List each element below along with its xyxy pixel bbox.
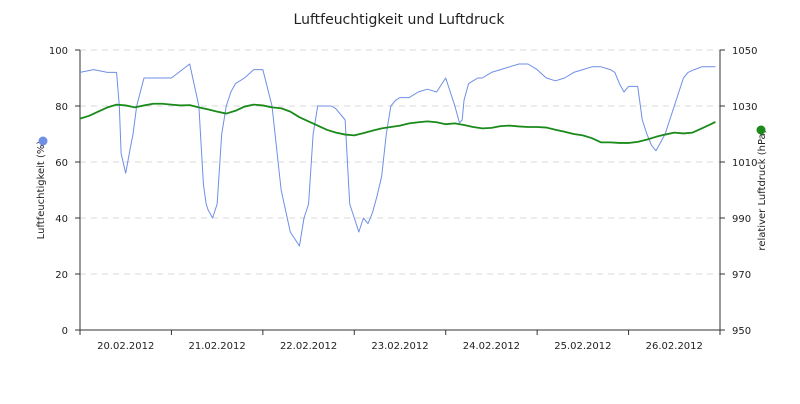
x-tick-label: 25.02.2012 xyxy=(554,341,611,352)
right-series-legend-marker xyxy=(756,125,766,135)
y-left-tick-label: 20 xyxy=(55,270,68,281)
y-right-tick-label: 1030 xyxy=(732,102,757,113)
series-layer xyxy=(79,63,716,247)
y-left-tick-label: 80 xyxy=(55,102,68,113)
grid-layer xyxy=(80,49,720,275)
x-tick-label: 24.02.2012 xyxy=(463,341,520,352)
x-tick-label: 21.02.2012 xyxy=(189,341,246,352)
axes-layer xyxy=(75,49,725,335)
y-right-axis-label: relativer Luftdruck (hPa) xyxy=(757,129,768,250)
y-left-tick-label: 0 xyxy=(62,326,68,337)
y-left-tick-label: 40 xyxy=(55,214,68,225)
x-tick-label: 20.02.2012 xyxy=(97,341,154,352)
y-right-tick-label: 990 xyxy=(732,214,751,225)
chart-title: Luftfeuchtigkeit und Luftdruck xyxy=(294,12,506,28)
x-tick-label: 23.02.2012 xyxy=(371,341,428,352)
x-tick-label: 26.02.2012 xyxy=(646,341,703,352)
y-right-tick-label: 970 xyxy=(732,270,751,281)
pressure-series-line xyxy=(79,102,716,144)
left-series-legend-marker xyxy=(38,136,48,146)
humidity-series-line xyxy=(79,63,716,247)
y-left-tick-label: 60 xyxy=(55,158,68,169)
y-left-axis-label: Luftfeuchtigkeit (%) xyxy=(36,141,47,240)
y-right-tick-label: 1010 xyxy=(732,158,757,169)
y-right-tick-label: 950 xyxy=(732,326,751,337)
y-right-tick-label: 1050 xyxy=(732,46,757,57)
x-tick-label: 22.02.2012 xyxy=(280,341,337,352)
labels-layer: 0 20 40 60 80 100 950 970 990 1010 1030 1050 20.02.2… xyxy=(49,46,758,352)
y-left-tick-label: 100 xyxy=(49,46,68,57)
